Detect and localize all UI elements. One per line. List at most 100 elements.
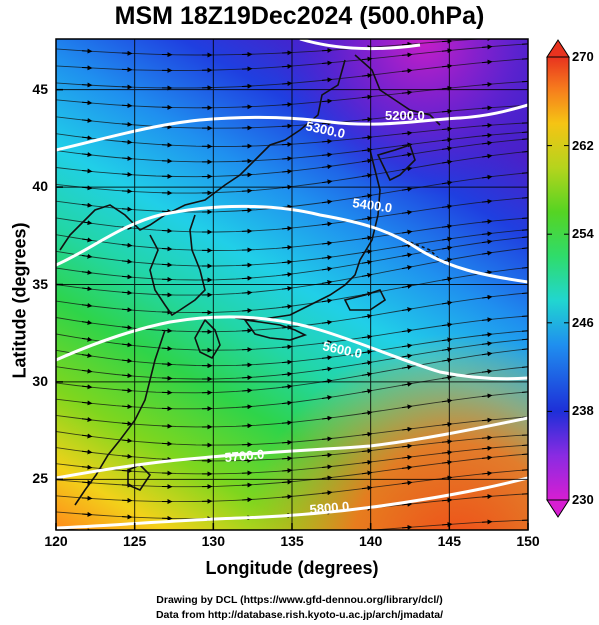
- wind-arrow: [361, 448, 373, 454]
- wind-arrow: [521, 129, 528, 135]
- wind-arrow: [121, 121, 133, 127]
- streamline: [56, 151, 528, 194]
- wind-arrow: [281, 455, 293, 461]
- streamline: [56, 138, 528, 178]
- wind-arrow: [401, 524, 413, 530]
- wind-arrow: [441, 497, 453, 503]
- colorbar-scale: [546, 56, 570, 501]
- wind-arrow: [521, 336, 528, 342]
- wind-arrow: [441, 439, 453, 445]
- wind-arrow: [521, 245, 528, 251]
- wind-arrow: [121, 373, 133, 379]
- wind-arrow: [321, 298, 333, 304]
- x-axis-label: Longitude (degrees): [205, 558, 379, 578]
- wind-arrow: [401, 284, 413, 289]
- wind-arrow: [401, 229, 413, 235]
- wind-arrow: [281, 286, 293, 291]
- wind-arrow: [361, 259, 373, 265]
- wind-arrow: [121, 453, 133, 459]
- wind-arrow: [521, 195, 528, 201]
- wind-arrow: [281, 259, 293, 265]
- wind-arrow: [121, 358, 133, 364]
- wind-arrow: [521, 313, 528, 319]
- wind-arrow: [121, 171, 133, 177]
- wind-arrow: [441, 204, 453, 210]
- wind-arrow: [161, 246, 173, 252]
- wind-arrow: [401, 454, 413, 460]
- wind-arrow: [361, 116, 373, 122]
- x-tick-label: 125: [122, 533, 147, 549]
- wind-arrow: [321, 395, 333, 401]
- wind-arrow: [401, 90, 413, 96]
- wind-arrow: [521, 442, 528, 448]
- wind-arrow: [281, 81, 293, 87]
- wind-arrow: [281, 494, 293, 500]
- wind-arrow: [361, 158, 373, 164]
- contour-label-5200: 5200.0: [385, 108, 425, 123]
- wind-arrow: [401, 152, 413, 158]
- wind-arrow: [521, 215, 528, 221]
- wind-arrow: [441, 357, 453, 363]
- wind-arrow: [81, 480, 93, 486]
- x-tick-label: 135: [280, 533, 304, 549]
- wind-arrow: [361, 216, 373, 221]
- streamline: [56, 348, 528, 394]
- wind-arrow: [481, 294, 493, 300]
- colorbar-tick-label: 262: [572, 137, 594, 153]
- wind-arrow: [481, 140, 493, 146]
- wind-arrow: [361, 485, 373, 491]
- wind-arrow: [321, 60, 333, 66]
- wind-arrow: [441, 108, 453, 114]
- wind-arrow: [121, 342, 133, 348]
- wind-arrow: [401, 443, 413, 449]
- wind-arrow: [81, 511, 93, 517]
- wind-arrow: [481, 351, 493, 357]
- wind-arrow: [81, 416, 93, 422]
- footer-source: Data from http://database.rish.kyoto-u.a…: [155, 609, 444, 621]
- contour-label-5700: 5700.0: [224, 447, 265, 465]
- wind-arrow: [401, 328, 413, 334]
- wind-arrow: [81, 449, 93, 455]
- wind-arrow: [321, 319, 333, 325]
- wind-arrow: [441, 159, 453, 165]
- wind-arrow: [401, 404, 413, 410]
- wind-arrow: [281, 400, 293, 406]
- wind-arrow: [321, 475, 333, 481]
- wind-arrow: [401, 252, 413, 258]
- wind-arrow: [321, 152, 333, 158]
- wind-arrow: [81, 368, 93, 374]
- wind-arrow: [481, 393, 493, 399]
- wind-arrow: [481, 199, 493, 204]
- wind-arrow: [481, 105, 493, 111]
- map-title: MSM 18Z19Dec2024 (500.0hPa): [114, 2, 485, 30]
- wind-arrow: [121, 325, 133, 330]
- wind-arrow: [441, 346, 453, 352]
- wind-arrow: [321, 340, 333, 345]
- wind-arrow: [321, 77, 333, 83]
- streamline: [56, 81, 528, 109]
- wind-arrow: [441, 245, 453, 251]
- wind-arrow: [321, 47, 333, 53]
- wind-arrow: [481, 239, 493, 245]
- wind-arrow: [481, 174, 493, 180]
- wind-arrow: [241, 290, 253, 296]
- wind-arrow: [241, 188, 253, 194]
- wind-arrow: [401, 68, 413, 74]
- wind-arrow: [481, 59, 493, 65]
- wind-arrow: [521, 227, 528, 233]
- wind-arrow: [441, 450, 453, 456]
- wind-arrow: [441, 85, 453, 91]
- wind-arrow: [401, 242, 413, 248]
- wind-arrow: [401, 343, 413, 349]
- streamline: [56, 236, 528, 281]
- y-axis-label: Latitude (degrees): [9, 222, 30, 379]
- wind-arrow: [241, 275, 253, 281]
- wind-arrow: [441, 375, 453, 381]
- wind-arrow: [401, 364, 413, 370]
- wind-arrow: [521, 149, 528, 155]
- wind-arrow: [321, 464, 333, 470]
- wind-arrow: [121, 155, 133, 161]
- colorbar-tick-label: 238: [572, 403, 594, 419]
- wind-arrow: [401, 41, 413, 47]
- wind-arrow: [81, 152, 93, 157]
